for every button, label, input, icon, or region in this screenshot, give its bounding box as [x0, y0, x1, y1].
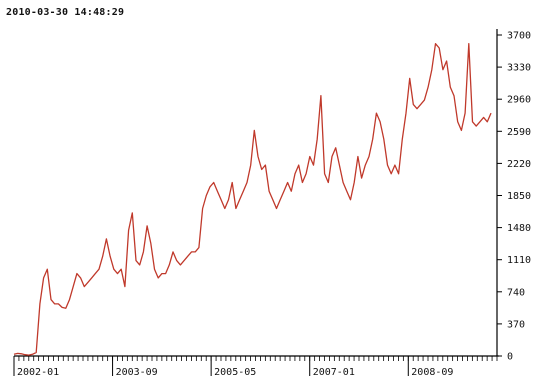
series-line: [13, 43, 492, 356]
y-tick-label: 2220: [507, 159, 531, 170]
x-tick-label: 2003-09: [116, 367, 158, 378]
chart-timestamp: 2010-03-30 14:48:29: [6, 7, 125, 18]
x-tick-label: 2002-01: [17, 367, 59, 378]
y-tick-label: 3330: [507, 63, 531, 74]
y-tick-label: 2590: [507, 127, 531, 138]
y-tick-label: 1480: [507, 223, 531, 234]
x-tick-label: 2005-05: [214, 367, 256, 378]
y-tick-label: 370: [507, 319, 525, 330]
y-tick-label: 1850: [507, 191, 531, 202]
x-tick-label: 2007-01: [313, 367, 355, 378]
y-tick-label: 0: [507, 352, 513, 363]
y-tick-label: 3700: [507, 31, 531, 42]
y-tick-label: 2960: [507, 95, 531, 106]
y-tick-label: 1110: [507, 255, 531, 266]
x-tick-label: 2008-09: [411, 367, 453, 378]
y-tick-label: 740: [507, 287, 525, 298]
